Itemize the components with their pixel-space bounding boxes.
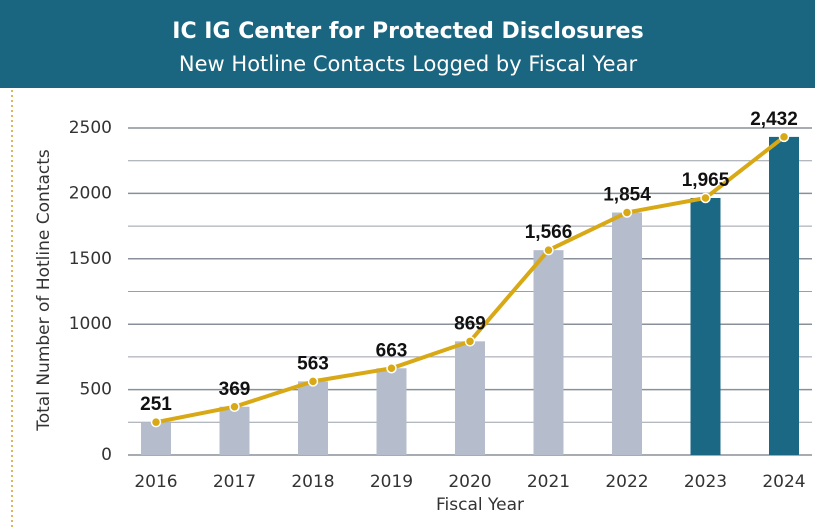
value-label: 563	[297, 353, 329, 374]
bar	[298, 381, 328, 455]
bar	[141, 422, 171, 455]
value-label: 1,566	[525, 222, 573, 243]
trend-point	[778, 131, 790, 143]
y-tick-label: 0	[101, 445, 112, 465]
value-label: 369	[219, 379, 251, 400]
trend-point	[150, 416, 162, 428]
header-band	[0, 0, 815, 88]
trend-point	[307, 376, 319, 387]
y-tick-label: 1000	[69, 314, 112, 334]
trend-point	[700, 192, 711, 204]
value-label: 2,432	[750, 109, 798, 130]
y-tick-label: 500	[80, 380, 112, 400]
trend-point	[464, 336, 476, 347]
x-tick-label: 2024	[762, 472, 805, 492]
value-label: 663	[376, 340, 408, 361]
y-tick-label: 2500	[69, 118, 112, 138]
x-tick-label: 2021	[527, 472, 570, 492]
value-label: 251	[140, 394, 172, 415]
value-label: 1,854	[603, 185, 651, 206]
value-label: 1,965	[682, 170, 730, 191]
bar	[455, 341, 485, 455]
y-axis-label: Total Number of Hotline Contacts	[34, 149, 54, 432]
x-tick-label: 2020	[448, 472, 491, 492]
bar	[769, 136, 799, 455]
trend-point	[386, 363, 397, 374]
trend-point	[229, 401, 240, 412]
x-tick-label: 2016	[134, 472, 177, 492]
x-axis-label: Fiscal Year	[436, 495, 524, 515]
bar	[533, 250, 564, 455]
trend-point	[543, 244, 554, 256]
chart-title: IC IG Center for Protected Disclosures	[172, 19, 643, 44]
x-tick-label: 2017	[213, 472, 256, 492]
value-label: 869	[454, 313, 486, 334]
bar	[690, 197, 721, 455]
y-tick-label: 1500	[69, 249, 112, 269]
bar	[612, 212, 642, 455]
x-tick-label: 2019	[370, 472, 413, 492]
chart-subtitle: New Hotline Contacts Logged by Fiscal Ye…	[179, 52, 638, 76]
bar	[219, 406, 250, 455]
x-tick-label: 2023	[684, 472, 727, 492]
bar	[376, 368, 407, 455]
trend-point	[621, 207, 633, 218]
y-tick-label: 2000	[69, 183, 112, 203]
x-tick-label: 2018	[291, 472, 334, 492]
x-tick-label: 2022	[605, 472, 648, 492]
